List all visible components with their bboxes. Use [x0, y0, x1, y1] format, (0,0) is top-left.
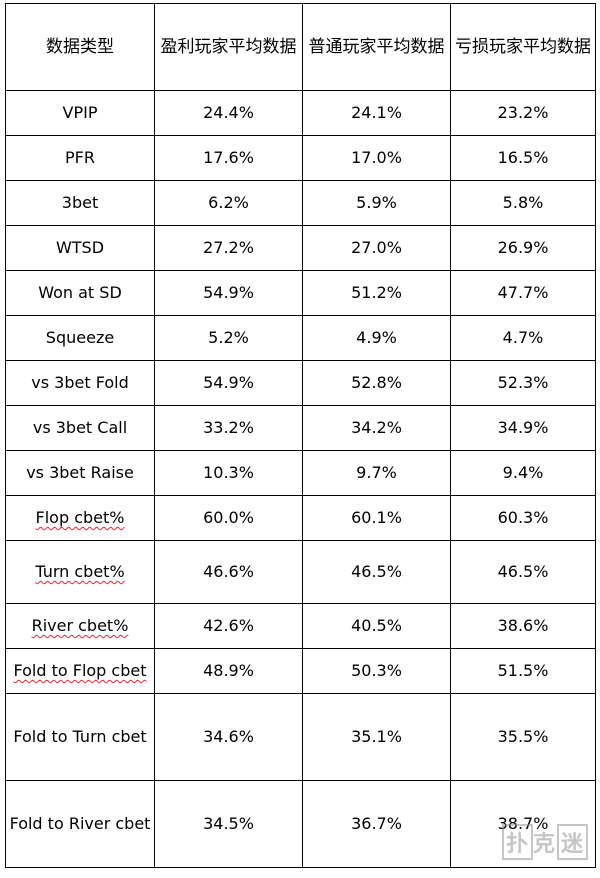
cell-avg: 51.2%	[302, 270, 451, 316]
header-cell: 亏损玩家平均数据	[450, 3, 596, 91]
row-label: Fold to Flop cbet	[5, 648, 155, 694]
cell-win: 10.3%	[154, 450, 303, 496]
table-row: vs 3bet Raise 10.3% 9.7% 9.4%	[5, 450, 596, 496]
table-row: Fold to Flop cbet 48.9% 50.3% 51.5%	[5, 648, 596, 694]
row-label-text: Fold to Flop cbet	[13, 661, 147, 680]
cell-avg: 34.2%	[302, 405, 451, 451]
cell-win: 6.2%	[154, 180, 303, 226]
cell-win: 34.6%	[154, 693, 303, 781]
cell-lose: 26.9%	[450, 225, 596, 271]
cell-win: 42.6%	[154, 603, 303, 649]
cell-win: 54.9%	[154, 360, 303, 406]
cell-lose: 46.5%	[450, 540, 596, 604]
cell-win: 24.4%	[154, 90, 303, 136]
row-label: Fold to River cbet	[5, 780, 155, 868]
cell-win: 5.2%	[154, 315, 303, 361]
header-row: 数据类型 盈利玩家平均数据 普通玩家平均数据 亏损玩家平均数据	[5, 3, 596, 91]
table-row: vs 3bet Fold 54.9% 52.8% 52.3%	[5, 360, 596, 406]
row-label: vs 3bet Call	[5, 405, 155, 451]
cell-lose: 5.8%	[450, 180, 596, 226]
cell-avg: 24.1%	[302, 90, 451, 136]
row-label: PFR	[5, 135, 155, 181]
row-label-text: River cbet%	[31, 616, 129, 635]
header-cell: 数据类型	[5, 3, 155, 91]
row-label: River cbet%	[5, 603, 155, 649]
row-label: Fold to Turn cbet	[5, 693, 155, 781]
table-row: VPIP 24.4% 24.1% 23.2%	[5, 90, 596, 136]
watermark-logo: 扑克迷	[501, 824, 588, 860]
cell-lose: 16.5%	[450, 135, 596, 181]
cell-lose: 51.5%	[450, 648, 596, 694]
cell-win: 34.5%	[154, 780, 303, 868]
header-cell: 普通玩家平均数据	[302, 3, 451, 91]
table-row: River cbet% 42.6% 40.5% 38.6%	[5, 603, 596, 649]
cell-avg: 50.3%	[302, 648, 451, 694]
cell-lose: 38.6%	[450, 603, 596, 649]
header-cell: 盈利玩家平均数据	[154, 3, 303, 91]
row-label: vs 3bet Raise	[5, 450, 155, 496]
table-row: Turn cbet% 46.6% 46.5% 46.5%	[5, 540, 596, 604]
cell-lose: 47.7%	[450, 270, 596, 316]
cell-avg: 5.9%	[302, 180, 451, 226]
watermark-text: 克	[532, 832, 556, 857]
table-row: Fold to Turn cbet 34.6% 35.1% 35.5%	[5, 693, 596, 781]
cell-avg: 40.5%	[302, 603, 451, 649]
table-row: 3bet 6.2% 5.9% 5.8%	[5, 180, 596, 226]
cell-win: 60.0%	[154, 495, 303, 541]
cell-avg: 36.7%	[302, 780, 451, 868]
row-label: WTSD	[5, 225, 155, 271]
watermark-box: 迷	[556, 824, 588, 860]
cell-win: 48.9%	[154, 648, 303, 694]
cell-avg: 17.0%	[302, 135, 451, 181]
table-row: vs 3bet Call 33.2% 34.2% 34.9%	[5, 405, 596, 451]
row-label: Turn cbet%	[5, 540, 155, 604]
cell-win: 54.9%	[154, 270, 303, 316]
row-label: Flop cbet%	[5, 495, 155, 541]
cell-avg: 46.5%	[302, 540, 451, 604]
cell-lose: 23.2%	[450, 90, 596, 136]
cell-lose: 35.5%	[450, 693, 596, 781]
cell-lose: 4.7%	[450, 315, 596, 361]
table-row: Squeeze 5.2% 4.9% 4.7%	[5, 315, 596, 361]
cell-lose: 34.9%	[450, 405, 596, 451]
table-row: WTSD 27.2% 27.0% 26.9%	[5, 225, 596, 271]
row-label: vs 3bet Fold	[5, 360, 155, 406]
cell-win: 46.6%	[154, 540, 303, 604]
cell-lose: 9.4%	[450, 450, 596, 496]
cell-lose: 60.3%	[450, 495, 596, 541]
cell-avg: 60.1%	[302, 495, 451, 541]
table-row: Flop cbet% 60.0% 60.1% 60.3%	[5, 495, 596, 541]
cell-win: 17.6%	[154, 135, 303, 181]
table-row: PFR 17.6% 17.0% 16.5%	[5, 135, 596, 181]
cell-avg: 52.8%	[302, 360, 451, 406]
row-label: 3bet	[5, 180, 155, 226]
cell-win: 33.2%	[154, 405, 303, 451]
cell-avg: 27.0%	[302, 225, 451, 271]
row-label: Won at SD	[5, 270, 155, 316]
row-label: VPIP	[5, 90, 155, 136]
cell-avg: 4.9%	[302, 315, 451, 361]
cell-avg: 35.1%	[302, 693, 451, 781]
row-label-text: Turn cbet%	[35, 562, 125, 581]
stats-table: 数据类型 盈利玩家平均数据 普通玩家平均数据 亏损玩家平均数据 VPIP 24.…	[5, 3, 596, 868]
cell-win: 27.2%	[154, 225, 303, 271]
watermark-box: 扑	[501, 824, 533, 860]
cell-lose: 52.3%	[450, 360, 596, 406]
cell-avg: 9.7%	[302, 450, 451, 496]
row-label: Squeeze	[5, 315, 155, 361]
table-row: Won at SD 54.9% 51.2% 47.7%	[5, 270, 596, 316]
row-label-text: Flop cbet%	[35, 508, 125, 527]
